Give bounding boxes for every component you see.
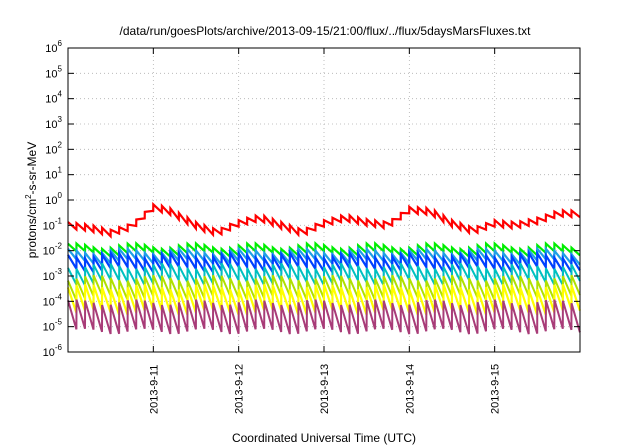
y-tick-label-base: 10 bbox=[43, 296, 55, 308]
y-tick-label: 10-4 bbox=[43, 292, 63, 308]
series-line-8 bbox=[67, 299, 581, 335]
y-tick-label-exp: 6 bbox=[58, 39, 63, 48]
y-tick-label: 104 bbox=[45, 90, 62, 106]
y-tick-label: 100 bbox=[45, 191, 62, 207]
y-tick-label-exp: 1 bbox=[58, 166, 63, 175]
y-tick-label: 10-5 bbox=[43, 318, 63, 334]
y-tick-label-exp: 4 bbox=[58, 90, 63, 99]
y-axis-label-base: protons/cm bbox=[25, 199, 39, 258]
y-axis-label-sup: 2 bbox=[24, 194, 33, 199]
y-tick-label-base: 10 bbox=[45, 170, 57, 182]
y-tick-label-base: 10 bbox=[43, 347, 55, 359]
y-tick-label-base: 10 bbox=[43, 220, 55, 232]
y-tick-label-exp: -3 bbox=[55, 267, 63, 276]
y-tick-label: 103 bbox=[45, 115, 62, 131]
series-line-4 bbox=[67, 249, 581, 277]
y-tick-label-exp: 5 bbox=[58, 64, 63, 73]
y-tick-label-base: 10 bbox=[43, 322, 55, 334]
y-tick-label-exp: -5 bbox=[55, 318, 63, 327]
y-tick-label-base: 10 bbox=[45, 119, 57, 131]
y-tick-label: 10-1 bbox=[43, 216, 63, 232]
y-tick-label: 106 bbox=[45, 39, 62, 55]
y-tick-label-base: 10 bbox=[43, 271, 55, 283]
y-axis-label-rest: -s-sr-MeV bbox=[25, 142, 39, 195]
y-tick-label: 101 bbox=[45, 166, 62, 182]
y-tick-label-base: 10 bbox=[45, 195, 57, 207]
x-tick-label: 2013-9-12 bbox=[234, 364, 246, 414]
y-tick-label-exp: -1 bbox=[55, 216, 63, 225]
data-series bbox=[66, 201, 581, 335]
y-tick-label: 10-2 bbox=[43, 242, 63, 258]
y-tick-label-base: 10 bbox=[43, 246, 55, 258]
x-tick-label: 2013-9-14 bbox=[404, 364, 416, 414]
x-tick-label: 2013-9-15 bbox=[490, 364, 502, 414]
chart-title: /data/run/goesPlots/archive/2013-09-15/2… bbox=[120, 24, 532, 38]
y-tick-label: 105 bbox=[45, 64, 62, 80]
series-line-1 bbox=[67, 201, 581, 239]
x-axis-ticks: 2013-9-11 2013-9-12 2013-9-13 2013-9-14 2013… bbox=[148, 48, 502, 414]
y-tick-label-base: 10 bbox=[45, 68, 57, 80]
y-tick-label-exp: 3 bbox=[58, 115, 63, 124]
y-tick-label: 102 bbox=[45, 140, 62, 156]
y-tick-label-base: 10 bbox=[45, 94, 57, 106]
y-tick-label-base: 10 bbox=[45, 144, 57, 156]
y-tick-label: 10-3 bbox=[43, 267, 63, 283]
y-tick-label-exp: -4 bbox=[55, 292, 63, 301]
y-axis-ticks: 10-610-510-410-310-210-11001011021031041… bbox=[43, 39, 580, 359]
x-axis-label: Coordinated Universal Time (UTC) bbox=[232, 431, 416, 445]
y-axis-label: protons/cm2-s-sr-MeV bbox=[24, 142, 39, 258]
y-tick-label-base: 10 bbox=[45, 43, 57, 55]
y-tick-label-exp: 2 bbox=[58, 140, 63, 149]
y-tick-label-exp: 0 bbox=[58, 191, 63, 200]
x-tick-label: 2013-9-13 bbox=[319, 364, 331, 414]
y-tick-label-exp: -6 bbox=[55, 343, 63, 352]
y-tick-label-exp: -2 bbox=[55, 242, 63, 251]
x-tick-label: 2013-9-11 bbox=[148, 365, 160, 414]
y-tick-label: 10-6 bbox=[43, 343, 63, 359]
